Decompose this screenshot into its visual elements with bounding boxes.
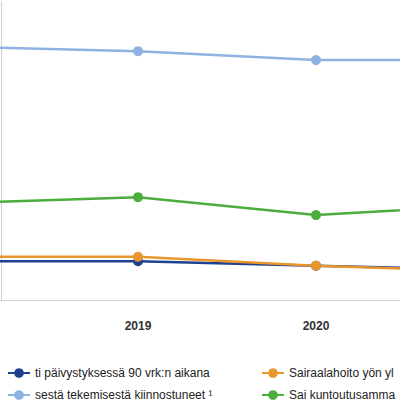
svg-text:2020: 2020 <box>303 319 330 333</box>
svg-text:Sai kuntoutusamma: Sai kuntoutusamma <box>289 388 395 400</box>
svg-text:sestä tekemisestä kiinnostunee: sestä tekemisestä kiinnostuneet ¹ <box>35 388 212 400</box>
svg-text:2019: 2019 <box>125 319 152 333</box>
svg-text:Sairaalahoito yön yl: Sairaalahoito yön yl <box>289 366 394 380</box>
svg-text:ti päivystyksessä 90 vrk:n aik: ti päivystyksessä 90 vrk:n aikana <box>35 366 210 380</box>
